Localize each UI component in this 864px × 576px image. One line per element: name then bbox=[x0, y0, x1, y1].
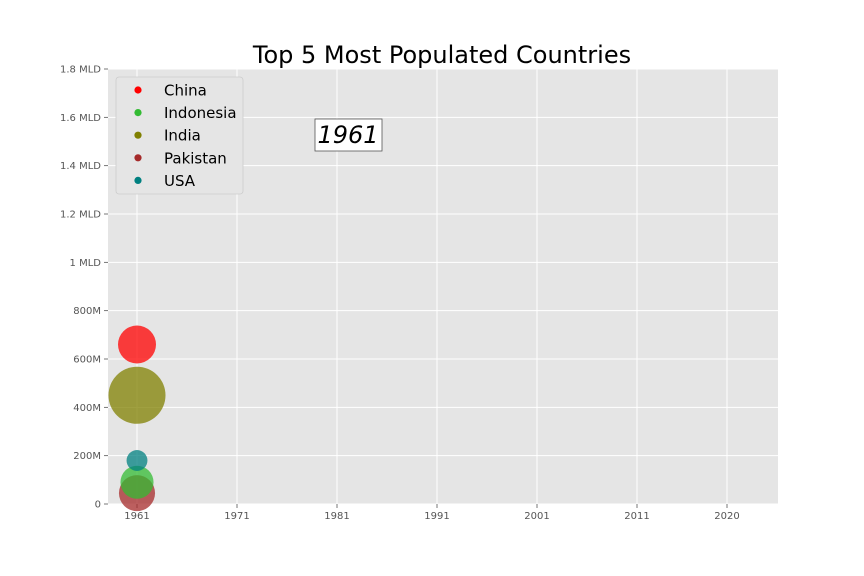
legend-label-india: India bbox=[164, 127, 201, 145]
bubble-indonesia bbox=[120, 465, 154, 499]
x-tick-label: 1981 bbox=[324, 511, 349, 522]
legend-label-indonesia: Indonesia bbox=[164, 104, 237, 122]
x-tick-label: 1961 bbox=[124, 511, 149, 522]
year-annotation-text: 1961 bbox=[317, 121, 378, 149]
axis-ticks: 1961 1971 1981 1991 2001 2011 2020 0 200M 400M 600… bbox=[60, 65, 740, 523]
bubble-usa bbox=[126, 450, 148, 471]
legend-box bbox=[115, 76, 244, 195]
y-tick-label: 1.6 MLD bbox=[60, 113, 101, 124]
bubble-china bbox=[118, 325, 156, 364]
year-annotation-box bbox=[314, 118, 383, 152]
y-tick-label: 1.8 MLD bbox=[60, 65, 101, 76]
y-tick-label: 0 bbox=[95, 500, 101, 511]
legend-marker-china bbox=[134, 86, 142, 94]
y-tick-label: 1.2 MLD bbox=[60, 210, 101, 221]
y-tick-label: 600M bbox=[73, 355, 101, 366]
legend-marker-usa bbox=[134, 176, 142, 184]
bubble-india bbox=[108, 366, 166, 424]
x-tick-label: 2011 bbox=[624, 511, 649, 522]
y-tick-label: 1 MLD bbox=[70, 258, 102, 269]
x-tick-label: 2020 bbox=[714, 511, 739, 522]
x-tick-label: 1971 bbox=[224, 511, 249, 522]
x-tick-label: 1991 bbox=[424, 511, 449, 522]
y-tick-label: 800M bbox=[73, 306, 101, 317]
chart-title: Top 5 Most Populated Countries bbox=[252, 41, 631, 69]
y-tick-label: 200M bbox=[73, 451, 101, 462]
y-tick-label: 400M bbox=[73, 403, 101, 414]
legend-label-usa: USA bbox=[164, 172, 196, 190]
legend-label-china: China bbox=[164, 82, 207, 100]
legend-label-pakistan: Pakistan bbox=[164, 149, 227, 167]
y-tick-label: 1.4 MLD bbox=[60, 161, 101, 172]
legend: China Indonesia India Pakistan USA bbox=[115, 76, 244, 195]
legend-marker-pakistan bbox=[134, 154, 142, 162]
year-annotation: 1961 bbox=[314, 118, 383, 152]
legend-marker-india bbox=[134, 131, 142, 139]
data-points bbox=[108, 325, 166, 512]
legend-marker-indonesia bbox=[134, 109, 142, 117]
x-tick-label: 2001 bbox=[524, 511, 549, 522]
